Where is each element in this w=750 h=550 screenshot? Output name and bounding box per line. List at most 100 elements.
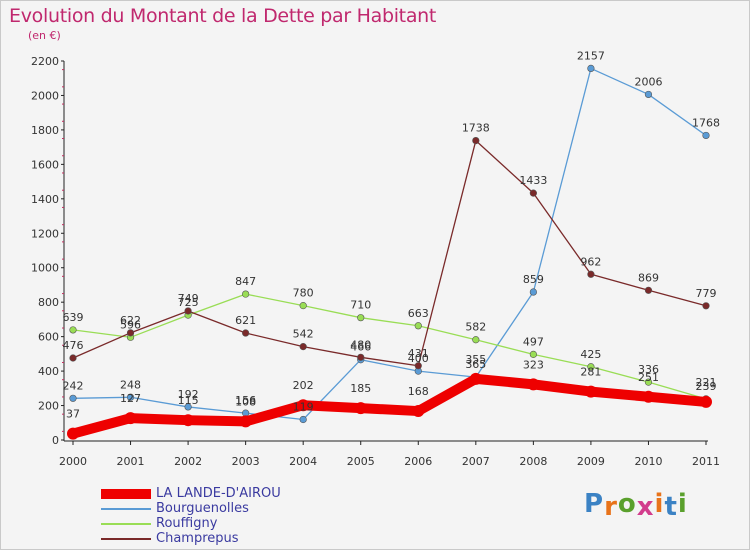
x-tick-label: 2011 bbox=[692, 455, 720, 468]
data-label: 127 bbox=[120, 392, 141, 405]
data-point bbox=[529, 189, 537, 197]
x-tick-label: 2008 bbox=[519, 455, 547, 468]
legend-label: Rouffigny bbox=[156, 516, 218, 531]
data-point bbox=[299, 415, 307, 424]
data-label: 466 bbox=[350, 341, 371, 354]
data-point bbox=[126, 329, 135, 337]
y-tick-label: 1000 bbox=[31, 262, 59, 275]
data-label: 663 bbox=[408, 307, 429, 320]
data-label: 168 bbox=[408, 385, 429, 398]
data-label: 108 bbox=[235, 395, 256, 408]
legend-swatch bbox=[101, 508, 151, 510]
data-point bbox=[69, 394, 77, 402]
data-label: 639 bbox=[63, 311, 84, 324]
x-tick-label: 2009 bbox=[577, 455, 605, 468]
data-point bbox=[126, 393, 135, 401]
legend-label: Champrepus bbox=[156, 531, 239, 546]
x-tick-label: 2004 bbox=[289, 455, 317, 468]
data-point bbox=[124, 412, 137, 425]
data-label: 497 bbox=[523, 335, 544, 348]
x-tick-label: 2000 bbox=[59, 455, 87, 468]
data-label: 542 bbox=[293, 328, 314, 341]
data-label: 156 bbox=[235, 394, 256, 407]
data-label: 480 bbox=[350, 338, 371, 351]
data-label: 281 bbox=[580, 366, 601, 379]
y-tick-label: 0 bbox=[52, 434, 59, 447]
y-tick-label: 1400 bbox=[31, 193, 59, 206]
legend-label: LA LANDE-D'AIROU bbox=[156, 486, 281, 501]
series-line-1 bbox=[72, 67, 707, 421]
y-tick-label: 2200 bbox=[31, 55, 59, 68]
y-tick-label: 1600 bbox=[31, 158, 59, 171]
data-point bbox=[584, 385, 597, 398]
data-label: 780 bbox=[293, 287, 314, 300]
proxiti-logo: Proxiti bbox=[584, 489, 688, 522]
data-point bbox=[297, 399, 310, 412]
legend-swatch bbox=[101, 523, 151, 525]
data-point bbox=[587, 270, 595, 278]
data-point bbox=[702, 302, 710, 310]
y-tick-label: 1200 bbox=[31, 227, 59, 240]
data-point bbox=[472, 136, 480, 145]
series-line-3 bbox=[72, 139, 707, 367]
x-tick-label: 2005 bbox=[347, 455, 375, 468]
legend-label: Bourguenolles bbox=[156, 501, 249, 516]
data-label: 400 bbox=[408, 352, 429, 365]
data-label: 847 bbox=[235, 275, 256, 288]
data-point bbox=[644, 378, 653, 386]
data-label: 622 bbox=[120, 314, 141, 327]
data-label: 355 bbox=[465, 353, 486, 366]
data-label: 869 bbox=[638, 271, 659, 284]
data-label: 582 bbox=[465, 321, 486, 334]
data-label: 710 bbox=[350, 299, 371, 312]
data-point bbox=[299, 343, 307, 351]
data-point bbox=[472, 336, 480, 344]
legend-swatch bbox=[101, 489, 151, 499]
x-tick-label: 2002 bbox=[174, 455, 202, 468]
data-label: 2006 bbox=[634, 75, 662, 88]
y-tick-label: 2000 bbox=[31, 89, 59, 102]
x-tick-label: 2003 bbox=[232, 455, 260, 468]
data-label: 365 bbox=[465, 358, 486, 371]
data-point bbox=[69, 326, 77, 334]
data-point bbox=[644, 90, 653, 99]
data-label: 239 bbox=[696, 380, 717, 393]
data-label: 779 bbox=[696, 287, 717, 300]
data-point bbox=[299, 302, 307, 310]
series-line-0 bbox=[68, 373, 711, 439]
data-label: 1768 bbox=[692, 116, 720, 129]
data-point bbox=[529, 288, 537, 296]
legend-swatch bbox=[101, 538, 151, 540]
data-label: 248 bbox=[120, 378, 141, 391]
y-tick-label: 400 bbox=[38, 365, 59, 378]
data-label: 119 bbox=[293, 400, 314, 413]
data-point bbox=[702, 131, 710, 140]
data-point bbox=[357, 314, 365, 322]
chart-title: Evolution du Montant de la Dette par Hab… bbox=[9, 5, 437, 27]
data-label: 859 bbox=[523, 273, 544, 286]
data-point bbox=[587, 64, 595, 73]
data-label: 192 bbox=[178, 388, 199, 401]
data-point bbox=[67, 427, 79, 440]
data-label: 2157 bbox=[577, 49, 605, 62]
data-label: 1433 bbox=[519, 174, 547, 187]
y-tick-label: 200 bbox=[38, 400, 59, 413]
data-point bbox=[587, 363, 595, 371]
data-point bbox=[644, 286, 653, 294]
x-tick-label: 2007 bbox=[462, 455, 490, 468]
x-tick-label: 2010 bbox=[634, 455, 662, 468]
x-tick-label: 2001 bbox=[117, 455, 145, 468]
data-point bbox=[527, 378, 540, 391]
data-point bbox=[242, 329, 250, 337]
data-point bbox=[642, 390, 655, 403]
data-point bbox=[529, 350, 537, 358]
data-label: 431 bbox=[408, 347, 429, 360]
data-point bbox=[184, 307, 192, 315]
y-tick-label: 1800 bbox=[31, 124, 59, 137]
y-tick-label: 600 bbox=[38, 331, 59, 344]
data-point bbox=[354, 402, 367, 415]
data-label: 621 bbox=[235, 314, 256, 327]
data-label: 596 bbox=[120, 318, 141, 331]
data-label: 962 bbox=[580, 255, 601, 268]
data-point bbox=[242, 290, 250, 298]
